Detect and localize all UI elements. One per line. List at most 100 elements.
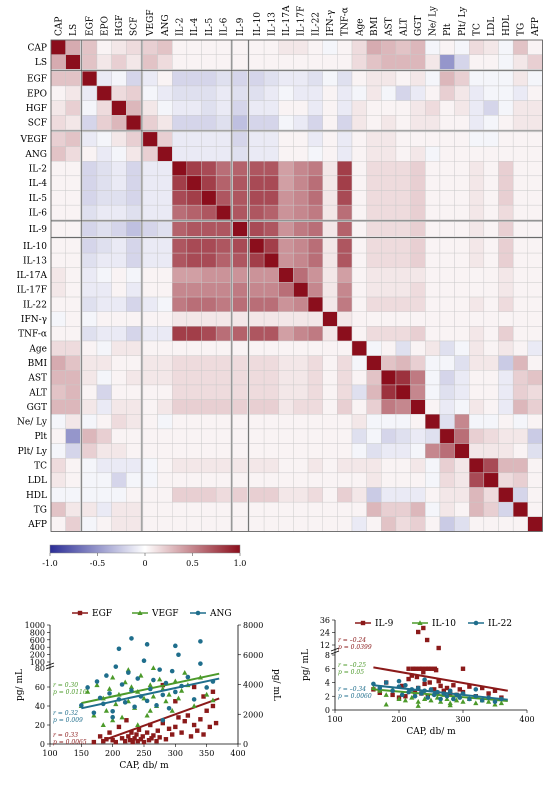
heatmap-cell: [425, 443, 441, 459]
heatmap-cell: [425, 131, 441, 147]
axis-break: [45, 662, 55, 667]
heatmap-cell: [307, 487, 323, 503]
heatmap-cell: [307, 85, 323, 101]
heatmap-cell: [50, 326, 66, 342]
heatmap-cell: [215, 326, 231, 342]
heatmap-cell: [366, 501, 382, 517]
heatmap-cell: [410, 267, 426, 283]
fit-line-il-9: [373, 666, 508, 692]
heatmap-cell: [454, 267, 470, 283]
heatmap-cell: [395, 414, 411, 430]
heatmap-cell: [263, 414, 279, 430]
heatmap-cell: [201, 458, 217, 474]
data-point-egf: [144, 730, 150, 735]
heatmap-cell: [498, 487, 514, 503]
heatmap-cell: [439, 238, 455, 254]
heatmap-cell: [293, 115, 309, 131]
heatmap-cell: [454, 340, 470, 356]
heatmap-cell: [278, 204, 294, 220]
heatmap-cell: [171, 115, 188, 131]
heatmap-cell: [381, 71, 397, 87]
heatmap-cell: [201, 54, 217, 70]
heatmap-col-label: VEGF: [146, 9, 156, 37]
heatmap-cell: [439, 443, 455, 459]
x-tick-label: 150: [74, 749, 89, 758]
data-point-egf: [123, 738, 128, 744]
axis-break: [330, 650, 340, 655]
heatmap-cell: [410, 146, 426, 162]
heatmap-cell: [439, 370, 455, 386]
colorbar-tick-label: 0.5: [186, 559, 199, 568]
heatmap-cell: [395, 131, 411, 147]
heatmap-cell: [498, 39, 514, 55]
heatmap-cell: [454, 204, 470, 220]
heatmap-cell: [82, 115, 98, 131]
heatmap-cell: [527, 39, 543, 55]
x-tick-label: 300: [168, 749, 183, 758]
heatmap-cell: [157, 443, 173, 459]
data-point-il-9: [432, 666, 438, 671]
heatmap-cell: [439, 458, 455, 474]
data-point-egf: [163, 737, 169, 742]
heatmap-cell: [366, 340, 382, 356]
heatmap-cell: [395, 190, 411, 206]
heatmap-cell: [50, 458, 66, 474]
heatmap-cell: [186, 252, 202, 268]
heatmap-cell: [454, 175, 470, 191]
data-point-egf: [155, 728, 160, 733]
heatmap-cell: [512, 443, 529, 459]
heatmap-cell: [65, 355, 81, 371]
heatmap-cell: [96, 282, 112, 298]
heatmap-cell: [527, 175, 543, 191]
heatmap-cell: [171, 414, 188, 430]
data-point-egf: [130, 739, 135, 745]
annotation-p: p = 0.0399: [338, 644, 372, 651]
heatmap-cell: [527, 472, 543, 488]
data-point-il-22: [451, 696, 456, 702]
heatmap-cell: [232, 100, 248, 116]
heatmap-cell: [425, 501, 441, 517]
heatmap-cell: [232, 267, 248, 283]
data-point-vegf: [100, 722, 106, 727]
heatmap-cell: [278, 175, 294, 191]
heatmap-cell: [425, 414, 441, 430]
heatmap-cell: [186, 238, 202, 254]
data-point-egf: [204, 708, 209, 713]
heatmap-cell: [527, 221, 543, 237]
heatmap-cell: [395, 384, 411, 400]
heatmap-cell: [366, 221, 382, 237]
heatmap-cell: [232, 384, 248, 400]
heatmap-cell: [527, 85, 543, 101]
heatmap-cell: [263, 85, 279, 101]
y-tick-label-left: 60: [35, 683, 45, 692]
data-point-ang: [169, 668, 175, 674]
heatmap-cell: [351, 501, 367, 517]
heatmap-cell: [469, 131, 485, 147]
heatmap-cell: [512, 100, 529, 116]
heatmap-cell: [65, 238, 81, 254]
legend-marker: [195, 610, 201, 616]
heatmap-cell: [322, 487, 338, 503]
data-point-ang: [79, 703, 84, 708]
heatmap-cell: [395, 39, 411, 55]
heatmap-cell: [157, 414, 173, 430]
heatmap-cell: [157, 131, 173, 147]
heatmap-cell: [483, 355, 499, 371]
data-point-egf: [140, 734, 145, 739]
heatmap-cell: [65, 487, 81, 503]
heatmap-cell: [307, 252, 323, 268]
heatmap-cell: [337, 160, 353, 177]
heatmap-cell: [186, 100, 202, 116]
heatmap-cell: [307, 39, 323, 55]
heatmap-cell: [96, 340, 112, 356]
heatmap-cell: [96, 458, 112, 474]
heatmap-cell: [65, 221, 81, 237]
heatmap-cell: [96, 311, 112, 327]
heatmap-cell: [215, 414, 231, 430]
heatmap-cell: [381, 501, 397, 517]
heatmap-cell: [215, 428, 231, 444]
heatmap-cell: [186, 370, 202, 386]
heatmap-cell: [263, 146, 279, 162]
